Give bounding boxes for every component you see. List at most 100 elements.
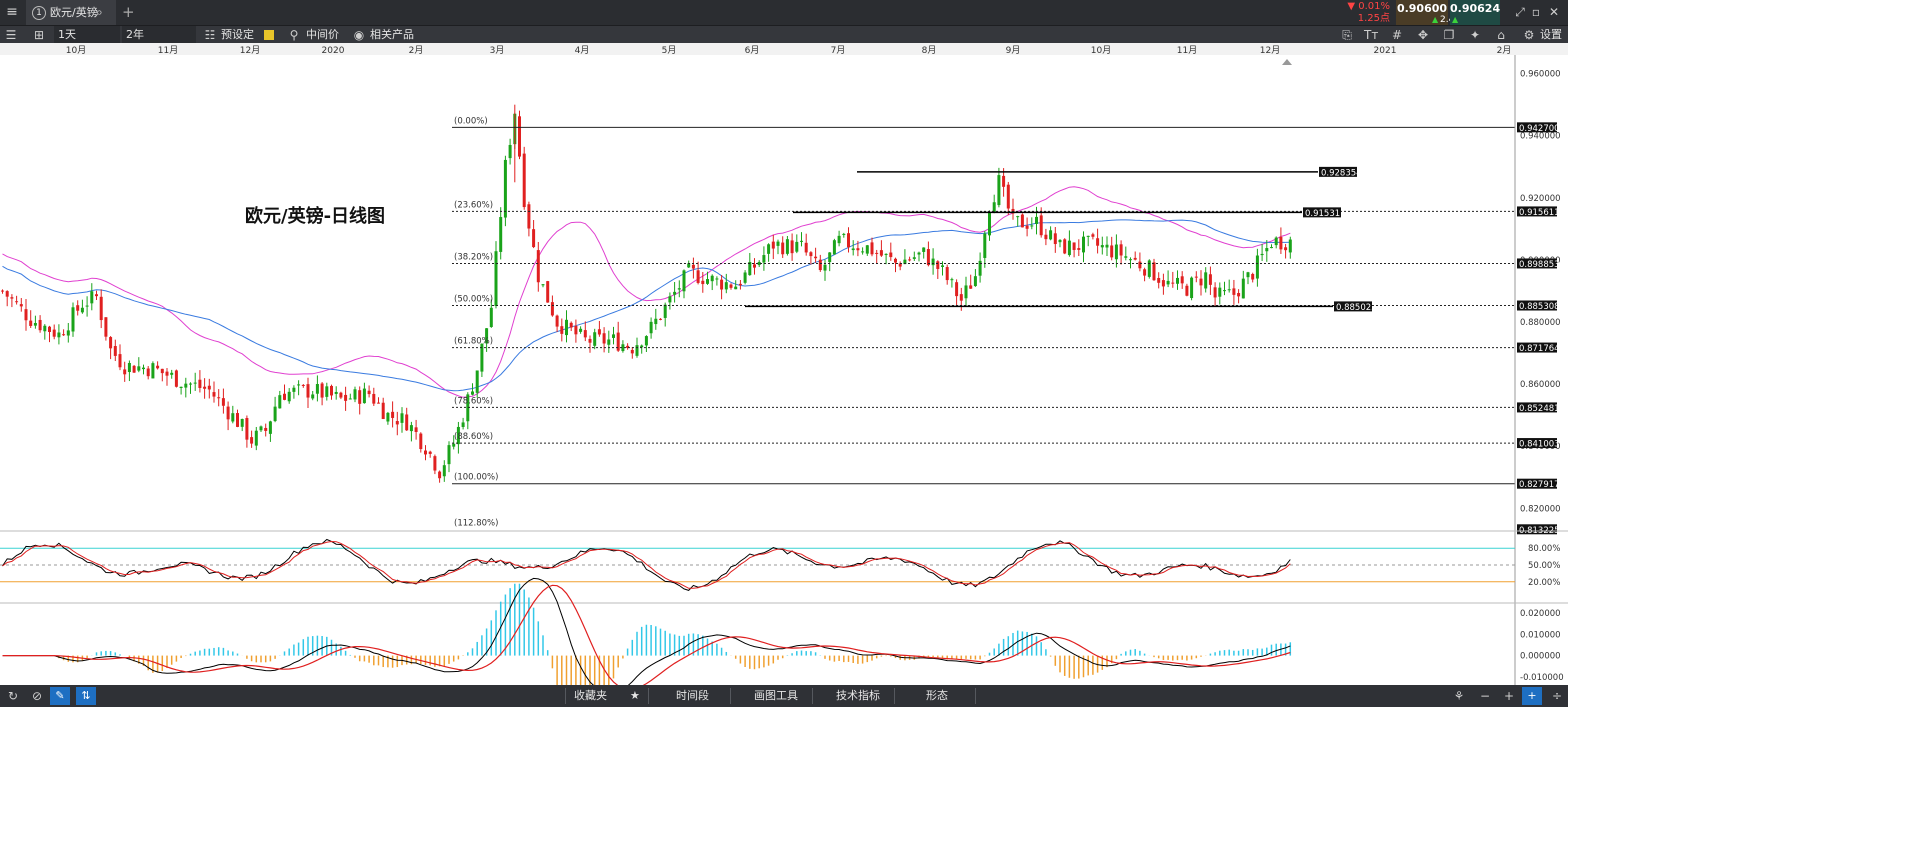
- fib-level-label: (50.00%): [454, 295, 493, 305]
- candle-body: [104, 317, 108, 337]
- crosshair-active-icon[interactable]: +: [1522, 687, 1542, 705]
- candle-body: [1091, 234, 1095, 237]
- list-icon[interactable]: ☰: [5, 28, 17, 42]
- patterns-button[interactable]: 形态: [926, 689, 948, 702]
- candle-body: [179, 386, 183, 389]
- ask-price[interactable]: 0.90624 ▲: [1450, 0, 1500, 25]
- timeframe-button[interactable]: 时间段: [676, 689, 709, 702]
- candle-body: [1067, 240, 1071, 256]
- price-axis-bg: [1515, 55, 1568, 531]
- pin-icon[interactable]: ✦: [1469, 28, 1481, 42]
- candle-body: [1265, 248, 1269, 252]
- drawing-tools-button[interactable]: 画图工具: [754, 689, 798, 702]
- x-tick-label: 10月: [1091, 45, 1111, 56]
- candle-body: [753, 264, 756, 268]
- price-tag: [1517, 402, 1557, 413]
- fib-level-label: (112.80%): [454, 518, 498, 528]
- candle-body: [1176, 277, 1179, 284]
- crosshair-icon[interactable]: ✥: [1417, 28, 1429, 42]
- candle-body: [800, 240, 803, 242]
- price-tag-label: 0.841003: [1519, 440, 1560, 450]
- moving-averages: [2, 186, 1291, 398]
- candle-body: [10, 297, 14, 299]
- fib-level-label: (88.60%): [454, 432, 493, 442]
- link-icon[interactable]: ⇅: [76, 687, 96, 705]
- settings-button[interactable]: 设置: [1540, 28, 1562, 41]
- price-tag: [1517, 524, 1557, 535]
- macd-tick-label: 0.010000: [1520, 630, 1561, 640]
- add-tab-icon[interactable]: +: [122, 3, 135, 21]
- candle-body: [391, 411, 395, 418]
- candle-body: [1072, 242, 1076, 250]
- candle-body: [240, 418, 244, 427]
- candle-body: [48, 326, 51, 332]
- candle-body: [1194, 276, 1198, 278]
- candle-body: [419, 433, 423, 450]
- mid-price-button[interactable]: 中间价: [306, 28, 339, 41]
- interval-select[interactable]: 1天: [54, 26, 120, 44]
- candle-body: [894, 258, 897, 263]
- copy-icon[interactable]: ❐: [1443, 28, 1455, 42]
- price-axis: 0.9600000.9400000.9200000.9000000.880000…: [1514, 55, 1568, 685]
- close-icon[interactable]: ✕: [1548, 5, 1560, 19]
- quote-change: ▼ 0.01% 1.25点: [1334, 0, 1394, 25]
- indicators-button[interactable]: 技术指标: [836, 689, 880, 702]
- price-tag-label: 0.827917: [1519, 480, 1560, 490]
- no-icon[interactable]: ⊘: [31, 689, 43, 703]
- split-icon[interactable]: ÷: [1551, 689, 1563, 703]
- candle-body: [85, 305, 89, 307]
- related-products-button[interactable]: 相关产品: [370, 28, 414, 41]
- candle-body: [992, 202, 996, 213]
- range-select[interactable]: 2年: [122, 26, 196, 44]
- favorites-button[interactable]: 收藏夹: [574, 689, 607, 702]
- gear-icon[interactable]: ⚙: [1523, 28, 1535, 42]
- candle-body: [424, 450, 427, 455]
- spread: 2.4: [1440, 15, 1455, 25]
- candle-body: [1114, 244, 1118, 260]
- candle-body: [1279, 236, 1283, 250]
- candle-body: [903, 259, 907, 265]
- zoom-in-icon[interactable]: +: [1503, 689, 1515, 703]
- candle-body: [339, 392, 343, 398]
- candle-body: [226, 406, 230, 420]
- bid-price[interactable]: 0.90600 ▲: [1396, 0, 1448, 25]
- candle-body: [118, 354, 122, 368]
- grid-icon[interactable]: #: [1391, 28, 1403, 42]
- candle-body: [865, 245, 869, 254]
- candle-body: [1270, 247, 1273, 249]
- pencil-icon[interactable]: ✎: [50, 687, 70, 705]
- candle-body: [583, 330, 587, 338]
- candle-body: [701, 280, 705, 285]
- candle-body: [160, 368, 164, 374]
- candle-body: [917, 252, 921, 255]
- star-icon[interactable]: ★: [630, 689, 640, 702]
- layout-icon[interactable]: ⊞: [33, 28, 45, 42]
- tab-eurgbp[interactable]: 1 欧元/英镑 ⌕: [26, 0, 116, 25]
- price-chart[interactable]: 10月 11月 12月 2020 2月 3月 4月 5月 6月 7月 8月 9月 10月 11月 12月 20…: [0, 43, 1568, 685]
- document-icon[interactable]: ⎘: [1342, 28, 1352, 42]
- text-size-icon[interactable]: Tт: [1364, 28, 1379, 42]
- candle-body: [287, 391, 291, 402]
- search-icon[interactable]: ⌕: [96, 5, 103, 19]
- refresh-icon[interactable]: ↻: [7, 689, 19, 703]
- zoom-out-icon[interactable]: −: [1479, 689, 1491, 703]
- y-tick-label: 0.920000: [1520, 194, 1561, 204]
- preset-button[interactable]: 预设定: [221, 28, 254, 41]
- x-tick-label: 10月: [66, 45, 86, 56]
- price-tag-label: 0.942700: [1519, 124, 1560, 134]
- candle-body: [654, 318, 658, 325]
- restore-icon[interactable]: ▫: [1531, 5, 1541, 19]
- candle-body: [931, 258, 935, 266]
- candle-body: [1058, 239, 1062, 243]
- divider: [812, 688, 813, 704]
- candle-body: [1204, 272, 1208, 289]
- bookmark-icon[interactable]: [264, 30, 274, 40]
- menu-icon[interactable]: ≡: [6, 4, 18, 20]
- expand-icon[interactable]: ⤢: [1515, 5, 1525, 19]
- price-tag-label: 0.885308: [1519, 302, 1560, 312]
- candle-body: [964, 285, 968, 299]
- tag-icon[interactable]: ⌂: [1497, 28, 1505, 42]
- tree-icon[interactable]: ⚘: [1453, 689, 1465, 703]
- candle-body: [283, 393, 286, 400]
- candle-body: [409, 425, 413, 432]
